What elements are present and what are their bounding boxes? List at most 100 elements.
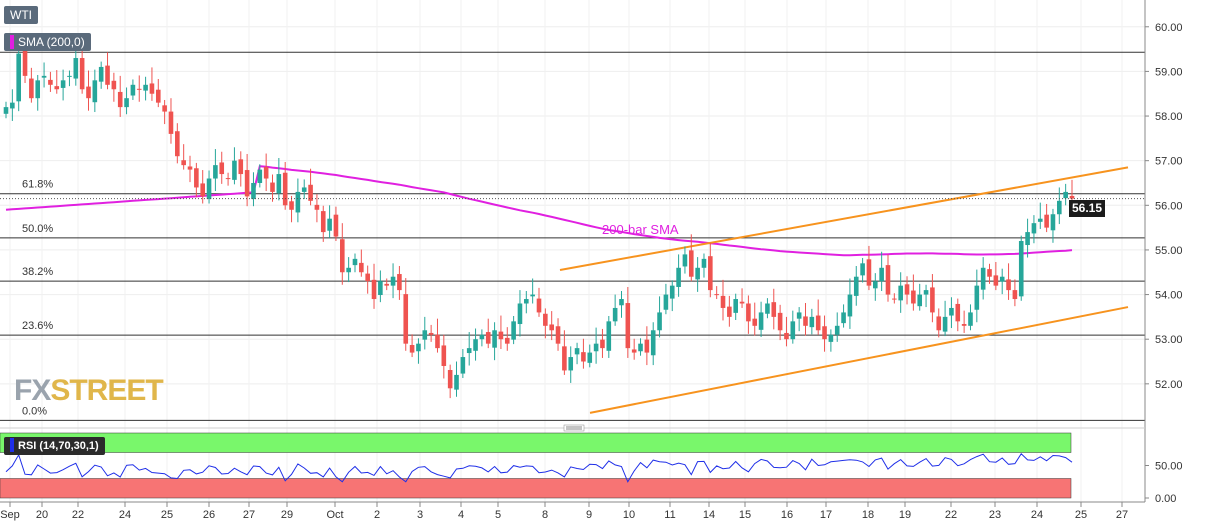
candle-body (1031, 223, 1037, 234)
candle-up (124, 87, 129, 115)
candle-down (625, 286, 631, 358)
candle-body (676, 267, 681, 287)
candle-up (1050, 208, 1056, 243)
candle-up (612, 294, 618, 326)
fxstreet-logo: FXSTREET (14, 374, 164, 407)
candle-up (130, 79, 136, 100)
candle-down (504, 327, 510, 351)
candle-down (644, 326, 650, 366)
candle-down (289, 195, 294, 223)
candle-up (657, 296, 662, 338)
candle-body (282, 172, 288, 206)
candle-body (352, 258, 358, 266)
candle-body (720, 295, 726, 308)
candle-up (790, 310, 796, 344)
candle-up (847, 278, 853, 329)
candle-body (682, 254, 688, 267)
candle-down (333, 206, 339, 242)
y-tick-label: 52.00 (1155, 379, 1183, 391)
sma-legend-tag[interactable]: SMA (200,0) (4, 33, 91, 51)
candle-body (466, 348, 472, 354)
candle-down (784, 316, 789, 347)
y-tick-label: 59.00 (1155, 66, 1183, 78)
y-tick-label: 54.00 (1155, 290, 1183, 302)
x-tick-label: 22 (945, 509, 957, 521)
candle-body (828, 334, 834, 342)
candle-down (79, 49, 85, 94)
candle-up (796, 307, 802, 332)
x-tick-label: 10 (623, 509, 635, 521)
candle-body (181, 160, 186, 166)
x-tick-label: 9 (586, 509, 592, 521)
candle-body (48, 79, 53, 85)
candle-body (492, 330, 497, 348)
candle-down (815, 299, 821, 335)
candle-body (841, 312, 846, 324)
candle-body (549, 324, 554, 331)
candle-body (162, 105, 167, 112)
candle-up (758, 301, 764, 337)
candle-down (866, 245, 872, 291)
x-tick-label: 29 (281, 509, 293, 521)
candle-down (263, 153, 269, 192)
candle-up (980, 257, 986, 300)
candle-body (872, 281, 878, 289)
candle-body (270, 182, 275, 192)
candle-body (999, 276, 1005, 282)
candle-down (911, 274, 916, 311)
candle-up (619, 290, 624, 318)
candle-body (155, 89, 161, 103)
candle-body (1018, 241, 1024, 297)
panel-resize-handle[interactable] (563, 424, 585, 432)
candle-up (3, 101, 9, 119)
candle-body (942, 316, 948, 332)
candle-body (777, 312, 783, 331)
candle-body (295, 191, 301, 213)
candle-body (149, 83, 155, 94)
candle-body (536, 298, 542, 313)
candle-body (1057, 200, 1062, 215)
candle-up (232, 147, 237, 185)
candle-body (765, 303, 770, 314)
candle-body (98, 66, 104, 82)
candle-body (378, 281, 383, 296)
candle-down (885, 254, 891, 302)
candle-up (650, 322, 656, 366)
candle-body (860, 263, 865, 276)
candle-body (206, 178, 212, 200)
candle-down (955, 298, 961, 332)
x-tick-label: 27 (243, 509, 255, 521)
candle-body (739, 301, 745, 304)
candle-body (194, 168, 199, 188)
rsi-line (5, 453, 1073, 483)
candle-body (29, 78, 34, 99)
candle-down (1012, 279, 1018, 307)
candle-body (923, 290, 929, 295)
candle-body (930, 287, 935, 313)
candle-body (384, 283, 390, 286)
candle-body (517, 303, 523, 325)
candle-body (955, 303, 961, 322)
x-tick-label: 18 (862, 509, 874, 521)
candle-up (416, 338, 421, 364)
candle-down (86, 70, 91, 111)
candle-up (92, 69, 98, 113)
candle-up (733, 293, 739, 321)
candle-body (371, 279, 377, 300)
candle-body (244, 170, 250, 197)
candle-body (847, 294, 853, 317)
candle-down (555, 318, 561, 351)
x-tick-label: 20 (36, 509, 48, 521)
candle-body (752, 318, 758, 326)
grid (0, 0, 1145, 502)
rsi-legend-tag[interactable]: RSI (14,70,30,1) (4, 437, 105, 455)
candle-body (524, 299, 529, 304)
candle-body (232, 160, 237, 180)
candle-down (48, 71, 53, 92)
x-tick-label: 15 (739, 509, 751, 521)
candle-body (136, 88, 142, 90)
candle-up (682, 246, 688, 274)
y-tick-label: 57.00 (1155, 156, 1183, 168)
instrument-tag[interactable]: WTI (4, 6, 38, 24)
